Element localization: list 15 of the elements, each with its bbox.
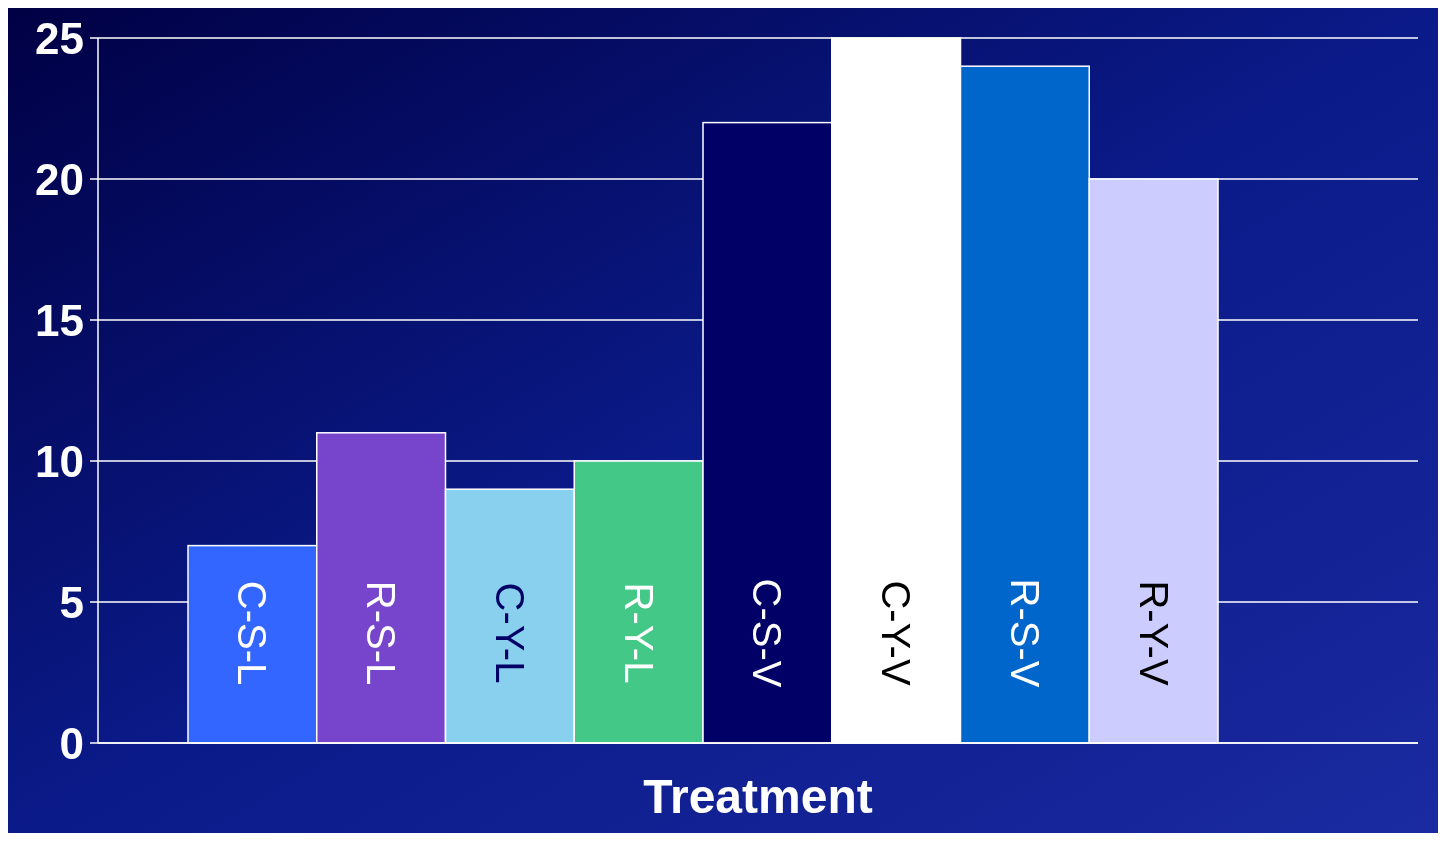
y-tick-label: 5: [59, 577, 84, 627]
y-tick-label: 0: [59, 718, 84, 768]
x-tick-label: R-S-L: [359, 580, 404, 686]
x-tick-label: R-S-V: [1002, 578, 1047, 688]
x-tick-label: C-Y-L: [487, 582, 532, 684]
y-tick-label: 20: [35, 154, 84, 204]
x-tick-label: R-Y-L: [616, 582, 661, 684]
y-tick-label: 15: [35, 295, 84, 345]
x-tick-label: C-S-V: [745, 578, 790, 688]
x-axis-title: Treatment: [643, 770, 873, 823]
y-tick-label: 25: [35, 13, 84, 63]
x-tick-label: C-S-L: [230, 580, 275, 686]
y-tick-label: 10: [35, 436, 84, 486]
x-tick-label: C-Y-V: [874, 580, 919, 686]
x-tick-label: R-Y-V: [1131, 580, 1176, 686]
